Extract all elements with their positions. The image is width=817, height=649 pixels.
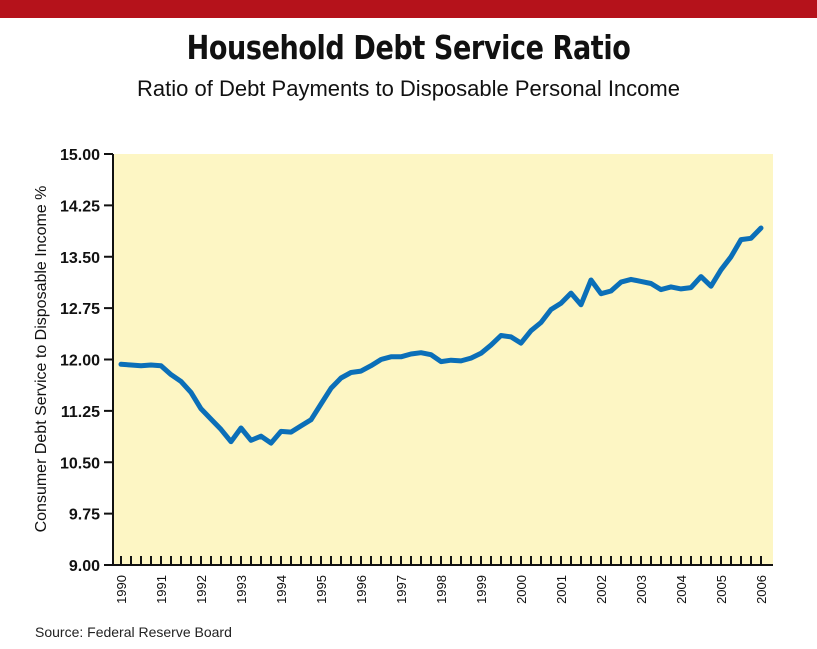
x-tick-label: 1992: [194, 575, 209, 604]
x-tick-label: 1997: [394, 575, 409, 604]
y-tick-label: 14.25: [60, 198, 100, 215]
chart-subtitle: Ratio of Debt Payments to Disposable Per…: [137, 76, 680, 101]
x-axis-ticks: 1990 1991 1992 1993 1994 1995 1996 1997 1998 1999…: [114, 556, 769, 604]
x-tick-label: 1995: [314, 575, 329, 604]
y-tick-label: 12.75: [60, 301, 100, 318]
x-tick-label: 1994: [274, 575, 289, 604]
x-tick-label: 2001: [554, 575, 569, 604]
y-tick-label: 9.75: [69, 507, 100, 524]
series-line: [118, 225, 764, 446]
y-axis-title: Consumer Debt Service to Disposable Inco…: [33, 186, 50, 533]
x-tick-label: 1991: [154, 575, 169, 604]
x-tick-label: 1999: [474, 575, 489, 604]
y-tick-label: 13.50: [60, 250, 100, 267]
y-axis-ticks: 15.00 14.25 13.50 12.75 12.00 11.25 10.50 9.75 9…: [60, 147, 113, 575]
y-tick-label: 15.00: [60, 147, 100, 164]
x-tick-label: 2005: [714, 575, 729, 604]
x-tick-label: 1996: [354, 575, 369, 604]
y-tick-label: 11.25: [61, 404, 100, 421]
y-tick-label: 9.00: [69, 558, 100, 575]
y-tick-label: 10.50: [60, 455, 100, 472]
x-tick-label: 2003: [634, 575, 649, 604]
x-tick-label: 2006: [754, 575, 769, 604]
source-note: Source: Federal Reserve Board: [35, 624, 232, 640]
x-tick-label: 1993: [234, 575, 249, 604]
x-tick-label: 1998: [434, 575, 449, 604]
x-tick-label: 1990: [114, 575, 129, 604]
top-accent-bar: [0, 0, 817, 18]
x-tick-label: 2002: [594, 575, 609, 604]
x-tick-label: 2000: [514, 575, 529, 604]
x-tick-label: 2004: [674, 575, 689, 604]
chart-title: Household Debt Service Ratio: [186, 28, 631, 67]
y-tick-label: 12.00: [60, 353, 100, 370]
